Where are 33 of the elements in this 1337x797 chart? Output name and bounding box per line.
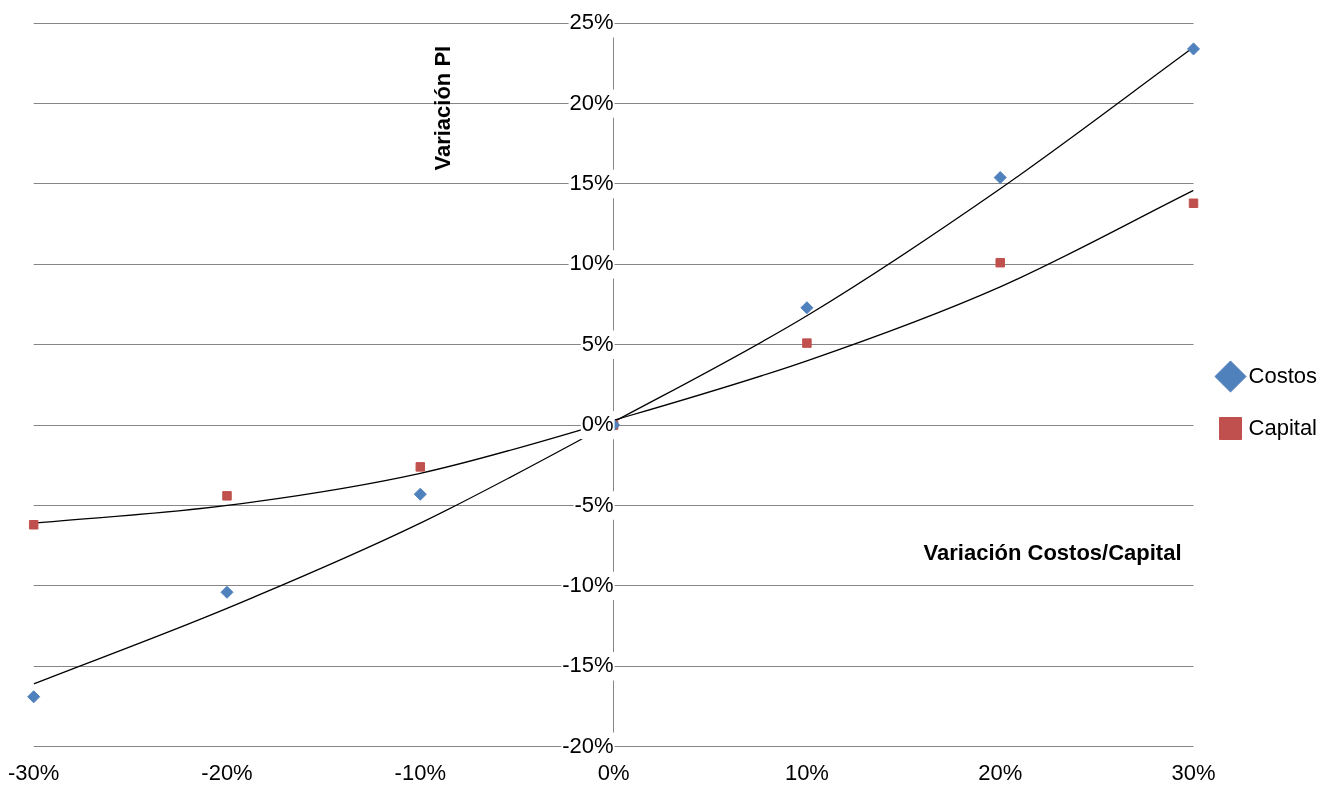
legend-label: Capital (1248, 414, 1317, 440)
legend-label: Costos (1248, 362, 1317, 388)
y-tick-label: 10% (569, 250, 614, 276)
y-tick-label: -10% (562, 571, 614, 597)
point (993, 171, 1007, 185)
x-tick-label: 30% (1171, 759, 1216, 785)
point (800, 301, 814, 315)
x-tick-label: -20% (201, 759, 253, 785)
y-tick-label: 15% (569, 170, 614, 196)
point (995, 257, 1005, 268)
y-tick-label: 20% (569, 89, 614, 115)
y-tick-label: 25% (569, 9, 614, 35)
point (27, 690, 41, 704)
y-tick-label: 0% (581, 411, 614, 437)
point (1187, 42, 1201, 56)
x-axis-title: Variación Costos/Capital (923, 539, 1182, 565)
point (415, 462, 426, 472)
x-tick-label: 10% (784, 759, 829, 785)
y-axis-title: Variación PI (429, 45, 455, 171)
point (220, 585, 234, 599)
point (413, 487, 427, 501)
y-tick-label: -15% (562, 652, 614, 678)
y-tick-label: 5% (581, 330, 614, 356)
x-tick-label: 0% (597, 759, 630, 785)
x-tick-label: 20% (978, 759, 1023, 785)
point (1188, 198, 1199, 208)
y-tick-label: -5% (574, 491, 614, 517)
point (28, 520, 39, 530)
x-tick-label: -10% (394, 759, 446, 785)
point (222, 491, 232, 501)
x-tick-label: -30% (8, 759, 60, 785)
y-tick-label: -20% (562, 732, 614, 758)
point (802, 338, 812, 348)
